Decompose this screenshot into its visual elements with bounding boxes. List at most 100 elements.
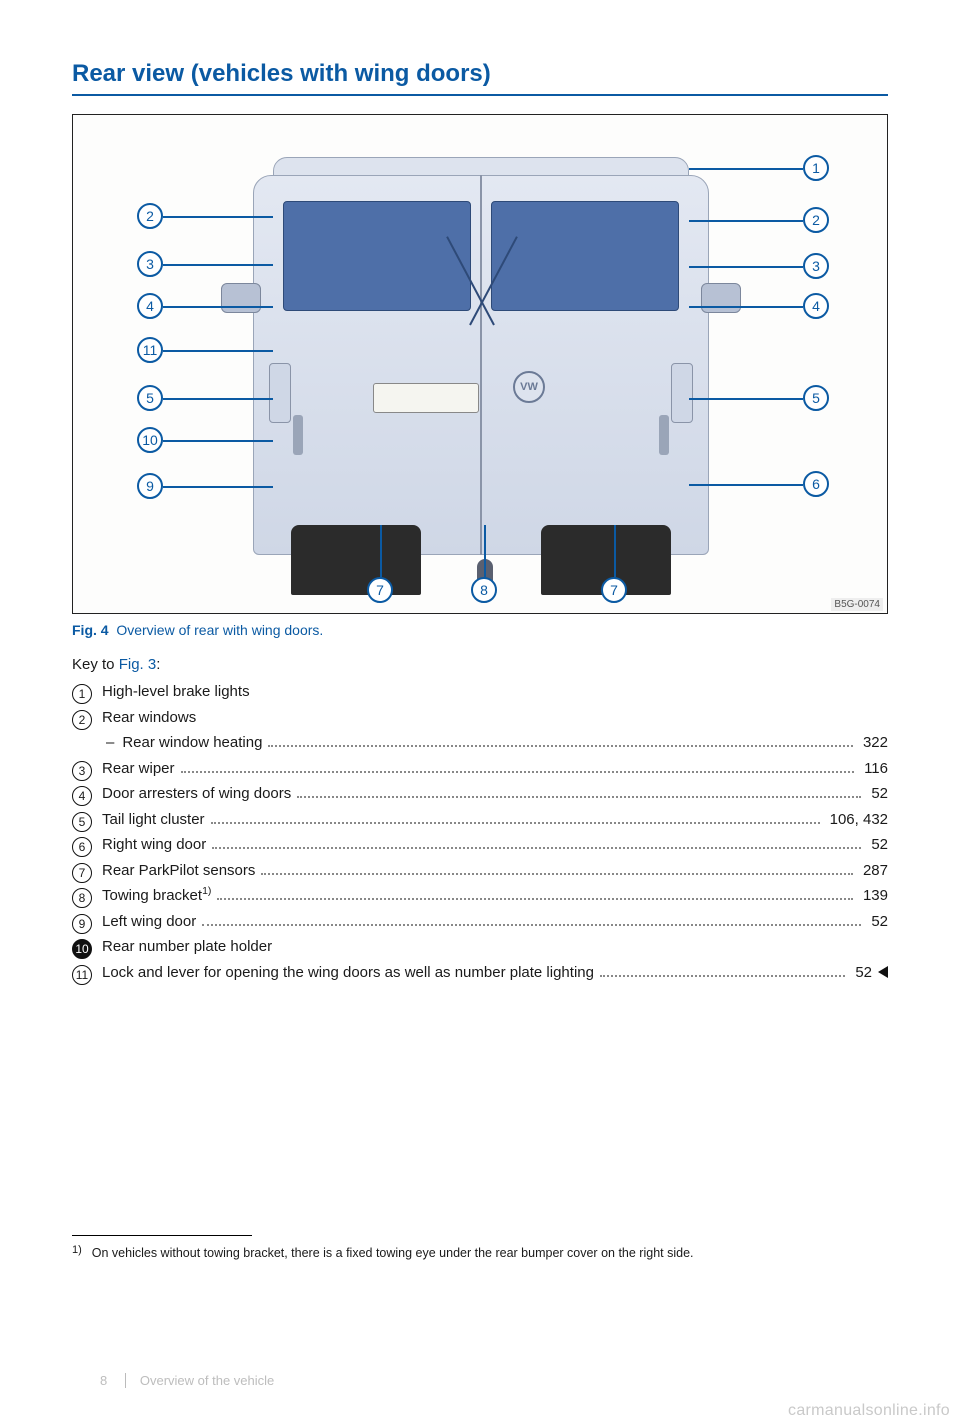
footnote-mark: 1) [72, 1244, 82, 1258]
callout-circle: 10 [137, 427, 163, 453]
page-footer: 8 Overview of the vehicle [100, 1373, 274, 1388]
callout-circle: 5 [137, 385, 163, 411]
key-to-figure-ref: Fig. 3 [119, 656, 157, 673]
number-plate [373, 383, 479, 413]
legend-number-icon: 3 [72, 761, 92, 781]
leader-line [689, 398, 803, 400]
legend-label: Towing bracket1) [102, 883, 211, 909]
legend-label: Rear wiper [102, 756, 175, 782]
page-reference: 116 [860, 756, 888, 782]
legend-row: 10Rear number plate holder [72, 934, 888, 960]
leader-line [163, 264, 273, 266]
legend-number-icon: 2 [72, 710, 92, 730]
leader-dots [261, 873, 853, 875]
legend-row: 7 Rear ParkPilot sensors 287 [72, 858, 888, 884]
callout-circle: 7 [601, 577, 627, 603]
callout-circle: 2 [803, 207, 829, 233]
legend-number-icon: 11 [72, 965, 92, 985]
legend-number-icon: 5 [72, 812, 92, 832]
legend-label: Left wing door [102, 909, 196, 935]
footer-section: Overview of the vehicle [125, 1373, 274, 1388]
page-number: 8 [100, 1373, 107, 1388]
wheel-left [291, 525, 421, 595]
legend-number-icon: 1 [72, 684, 92, 704]
figure-diagram: VW 234115109123456787 B5G-0074 [72, 114, 888, 614]
leader-dots [181, 771, 855, 773]
page-reference: 106, 432 [826, 807, 888, 833]
legend-label: Rear ParkPilot sensors [102, 858, 255, 884]
legend-label: Rear windows [102, 705, 196, 731]
key-to-line: Key to Fig. 3: [72, 656, 888, 673]
callout-circle: 1 [803, 155, 829, 181]
legend-row: 6 Right wing door 52 [72, 832, 888, 858]
page-title: Rear view (vehicles with wing doors) [72, 60, 888, 96]
watermark: carmanualsonline.info [788, 1402, 950, 1420]
callout-circle: 4 [803, 293, 829, 319]
vw-badge-icon: VW [513, 371, 545, 403]
legend-number-icon: 10 [72, 939, 92, 959]
leader-dots [600, 975, 845, 977]
footnote-text: On vehicles without towing bracket, ther… [92, 1246, 694, 1260]
continuation-triangle-icon [878, 966, 888, 978]
tail-light-right [671, 363, 693, 423]
leader-dots [297, 796, 861, 798]
leader-line [163, 306, 273, 308]
leader-dots [217, 898, 853, 900]
legend-number-icon: 8 [72, 888, 92, 908]
leader-line [484, 525, 486, 577]
figure-caption-text: Overview of rear with wing doors. [116, 622, 323, 638]
legend-number-icon: 9 [72, 914, 92, 934]
key-to-suffix: : [156, 656, 160, 673]
legend-list: 1High-level brake lights2Rear windows–Re… [72, 679, 888, 985]
legend-sub-label: Rear window heating [122, 730, 262, 756]
leader-line [163, 350, 273, 352]
rear-window-right [491, 201, 679, 311]
rear-window-left [283, 201, 471, 311]
leader-line [689, 484, 803, 486]
legend-label: Lock and lever for opening the wing door… [102, 960, 594, 986]
legend-number-icon: 4 [72, 786, 92, 806]
callout-circle: 11 [137, 337, 163, 363]
page-reference: 52 [867, 909, 888, 935]
legend-label: Tail light cluster [102, 807, 205, 833]
leader-line [689, 168, 803, 170]
key-to-prefix: Key to [72, 656, 119, 673]
door-split-line [480, 175, 482, 555]
legend-row: 9 Left wing door 52 [72, 909, 888, 935]
callout-circle: 5 [803, 385, 829, 411]
leader-dots [212, 847, 861, 849]
legend-row: 4Door arresters of wing doors52 [72, 781, 888, 807]
sub-dash-icon: – [106, 730, 114, 756]
page-reference: 139 [859, 883, 888, 909]
legend-label: Door arresters of wing doors [102, 781, 291, 807]
callout-circle: 8 [471, 577, 497, 603]
leader-line [163, 440, 273, 442]
page-reference: 52 [867, 832, 888, 858]
figure-label: Fig. 4 [72, 622, 109, 638]
leader-dots [268, 745, 853, 747]
legend-label: Right wing door [102, 832, 206, 858]
callout-circle: 9 [137, 473, 163, 499]
callout-circle: 6 [803, 471, 829, 497]
legend-label: High-level brake lights [102, 679, 250, 705]
page-reference: 287 [859, 858, 888, 884]
legend-row: 2 Rear windows [72, 705, 888, 731]
mirror-right [701, 283, 741, 313]
leader-line [689, 220, 803, 222]
legend-row: 1 High-level brake lights [72, 679, 888, 705]
legend-number-icon: 7 [72, 863, 92, 883]
page-reference: 322 [859, 730, 888, 756]
legend-number-icon: 6 [72, 837, 92, 857]
legend-row: 11 Lock and lever for opening the wing do… [72, 960, 888, 986]
callout-circle: 2 [137, 203, 163, 229]
callout-circle: 3 [137, 251, 163, 277]
leader-line [163, 398, 273, 400]
leader-dots [202, 924, 861, 926]
leader-line [163, 216, 273, 218]
footnote-rule [72, 1235, 252, 1236]
leader-line [689, 266, 803, 268]
tail-light-left [269, 363, 291, 423]
legend-row: 5 Tail light cluster 106, 432 [72, 807, 888, 833]
legend-row: 3 Rear wiper 116 [72, 756, 888, 782]
legend-sub-row: –Rear window heating 322 [72, 730, 888, 756]
